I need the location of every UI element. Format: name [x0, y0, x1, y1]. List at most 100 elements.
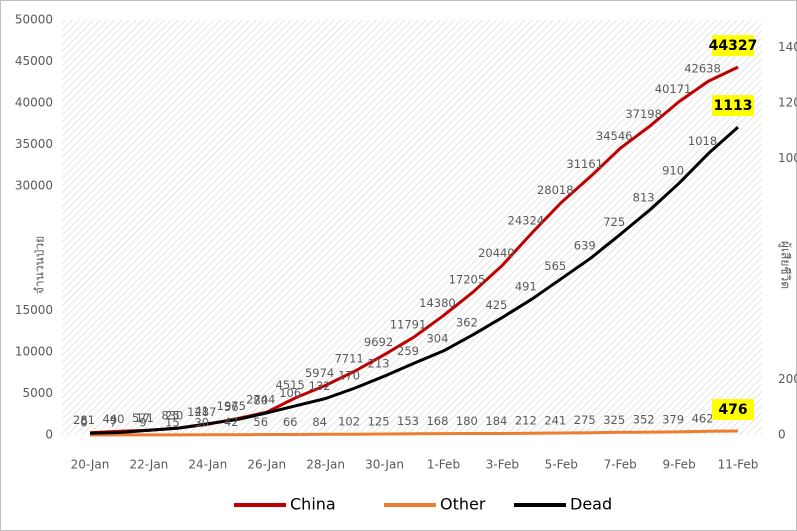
value-label: 325 — [603, 413, 625, 427]
value-label: 42638 — [684, 62, 721, 76]
y2-tick-label: 120 — [778, 96, 797, 110]
y-tick-label: 50000 — [15, 13, 53, 27]
y-tick-label: 10000 — [15, 345, 53, 359]
y-tick-label: 30000 — [15, 179, 53, 193]
value-label: 14380 — [419, 296, 456, 310]
legend-label: Dead — [570, 495, 612, 514]
y2-tick-label: 140 — [778, 40, 797, 54]
series-line — [89, 125, 739, 435]
x-tick-label: 30-Jan — [365, 458, 404, 472]
value-label: 168 — [426, 414, 448, 428]
value-label: 9 — [139, 415, 146, 429]
x-tick-label: 28-Jan — [306, 458, 345, 472]
value-label: 56 — [253, 415, 268, 429]
y2-tick-label: 100 — [778, 151, 797, 165]
value-label: 24324 — [508, 214, 545, 228]
value-label: 281 — [73, 413, 95, 427]
value-label: 352 — [633, 413, 655, 427]
value-label: 241 — [544, 413, 566, 427]
value-label: 830 — [161, 409, 183, 423]
value-label: 44327 — [709, 38, 758, 54]
y2-tick-label: 0 — [778, 428, 786, 442]
value-label: 4515 — [276, 378, 305, 392]
value-label: 17 — [136, 411, 151, 425]
y2-axis-title: ผู้เสียชีวิต — [778, 241, 793, 289]
y-tick-label: 40000 — [15, 96, 53, 110]
value-label: 1113 — [714, 98, 753, 114]
value-label: 910 — [662, 164, 684, 178]
plot-area — [62, 20, 762, 435]
value-label: 813 — [633, 191, 655, 205]
value-label: 212 — [515, 414, 537, 428]
value-label: 259 — [397, 344, 419, 358]
value-label: 11791 — [390, 318, 427, 332]
value-label: 37198 — [625, 107, 662, 121]
y-tick-label: 35000 — [15, 137, 53, 151]
y-tick-label: 0 — [45, 428, 53, 442]
y-tick-label: 45000 — [15, 54, 53, 68]
value-label: 362 — [456, 315, 478, 329]
value-label: 132 — [309, 379, 331, 393]
value-label: 571 — [132, 411, 154, 425]
value-label: 34546 — [596, 129, 633, 143]
value-label: 31161 — [566, 157, 603, 171]
x-tick-label: 26-Jan — [247, 458, 286, 472]
x-tick-label: 3-Feb — [486, 458, 519, 472]
y2-tick-label: 200 — [778, 372, 797, 386]
value-label: 6 — [80, 414, 87, 428]
value-label: 84 — [312, 415, 327, 429]
x-tick-label: 5-Feb — [545, 458, 578, 472]
value-label: 2744 — [246, 393, 275, 407]
value-label: 28018 — [537, 183, 574, 197]
value-label: 425 — [485, 298, 507, 312]
highlight-box — [712, 399, 754, 421]
value-label: 125 — [368, 414, 390, 428]
value-label: 5974 — [305, 366, 334, 380]
value-label: 379 — [662, 412, 684, 426]
value-label: 462 — [692, 412, 714, 426]
y-tick-label: 5000 — [22, 386, 53, 400]
value-label: 304 — [426, 331, 448, 345]
value-label: 213 — [368, 357, 390, 371]
value-label: 41 — [194, 404, 209, 418]
value-label: 440 — [102, 412, 124, 426]
value-label: 9 — [110, 413, 117, 427]
y-axis-title: จำนวนป่วย — [33, 236, 47, 294]
value-label: 153 — [397, 414, 419, 428]
x-tick-label: 20-Jan — [71, 458, 110, 472]
value-label: 1287 — [187, 405, 216, 419]
value-label: 725 — [603, 215, 625, 229]
x-tick-label: 1-Feb — [427, 458, 460, 472]
value-label: 9692 — [364, 335, 393, 349]
highlight-box — [712, 95, 754, 117]
y-tick-label: 15000 — [15, 303, 53, 317]
legend-label: China — [290, 495, 336, 514]
value-label: 7711 — [334, 351, 363, 365]
x-tick-label: 24-Jan — [188, 458, 227, 472]
value-label: 66 — [283, 415, 298, 429]
highlight-box — [712, 35, 754, 57]
x-tick-label: 9-Feb — [662, 458, 695, 472]
value-label: 170 — [338, 368, 360, 382]
value-label: 17205 — [449, 273, 486, 287]
value-label: 7 — [110, 415, 117, 429]
x-tick-label: 11-Feb — [718, 458, 759, 472]
value-label: 106 — [279, 386, 301, 400]
value-label: 639 — [574, 239, 596, 253]
value-label: 0 — [80, 416, 87, 430]
value-label: 42 — [224, 415, 239, 429]
value-label: 20440 — [478, 246, 515, 260]
legend-label: Other — [440, 495, 486, 514]
value-label: 476 — [718, 402, 747, 418]
value-label: 1018 — [688, 134, 717, 148]
value-label: 565 — [544, 259, 566, 273]
value-label: 184 — [485, 414, 507, 428]
x-tick-label: 22-Jan — [130, 458, 169, 472]
x-tick-label: 7-Feb — [604, 458, 637, 472]
value-label: 15 — [165, 415, 180, 429]
value-label: 102 — [338, 415, 360, 429]
value-label: 80 — [253, 393, 268, 407]
value-label: 25 — [165, 409, 180, 423]
value-label: 491 — [515, 280, 537, 294]
